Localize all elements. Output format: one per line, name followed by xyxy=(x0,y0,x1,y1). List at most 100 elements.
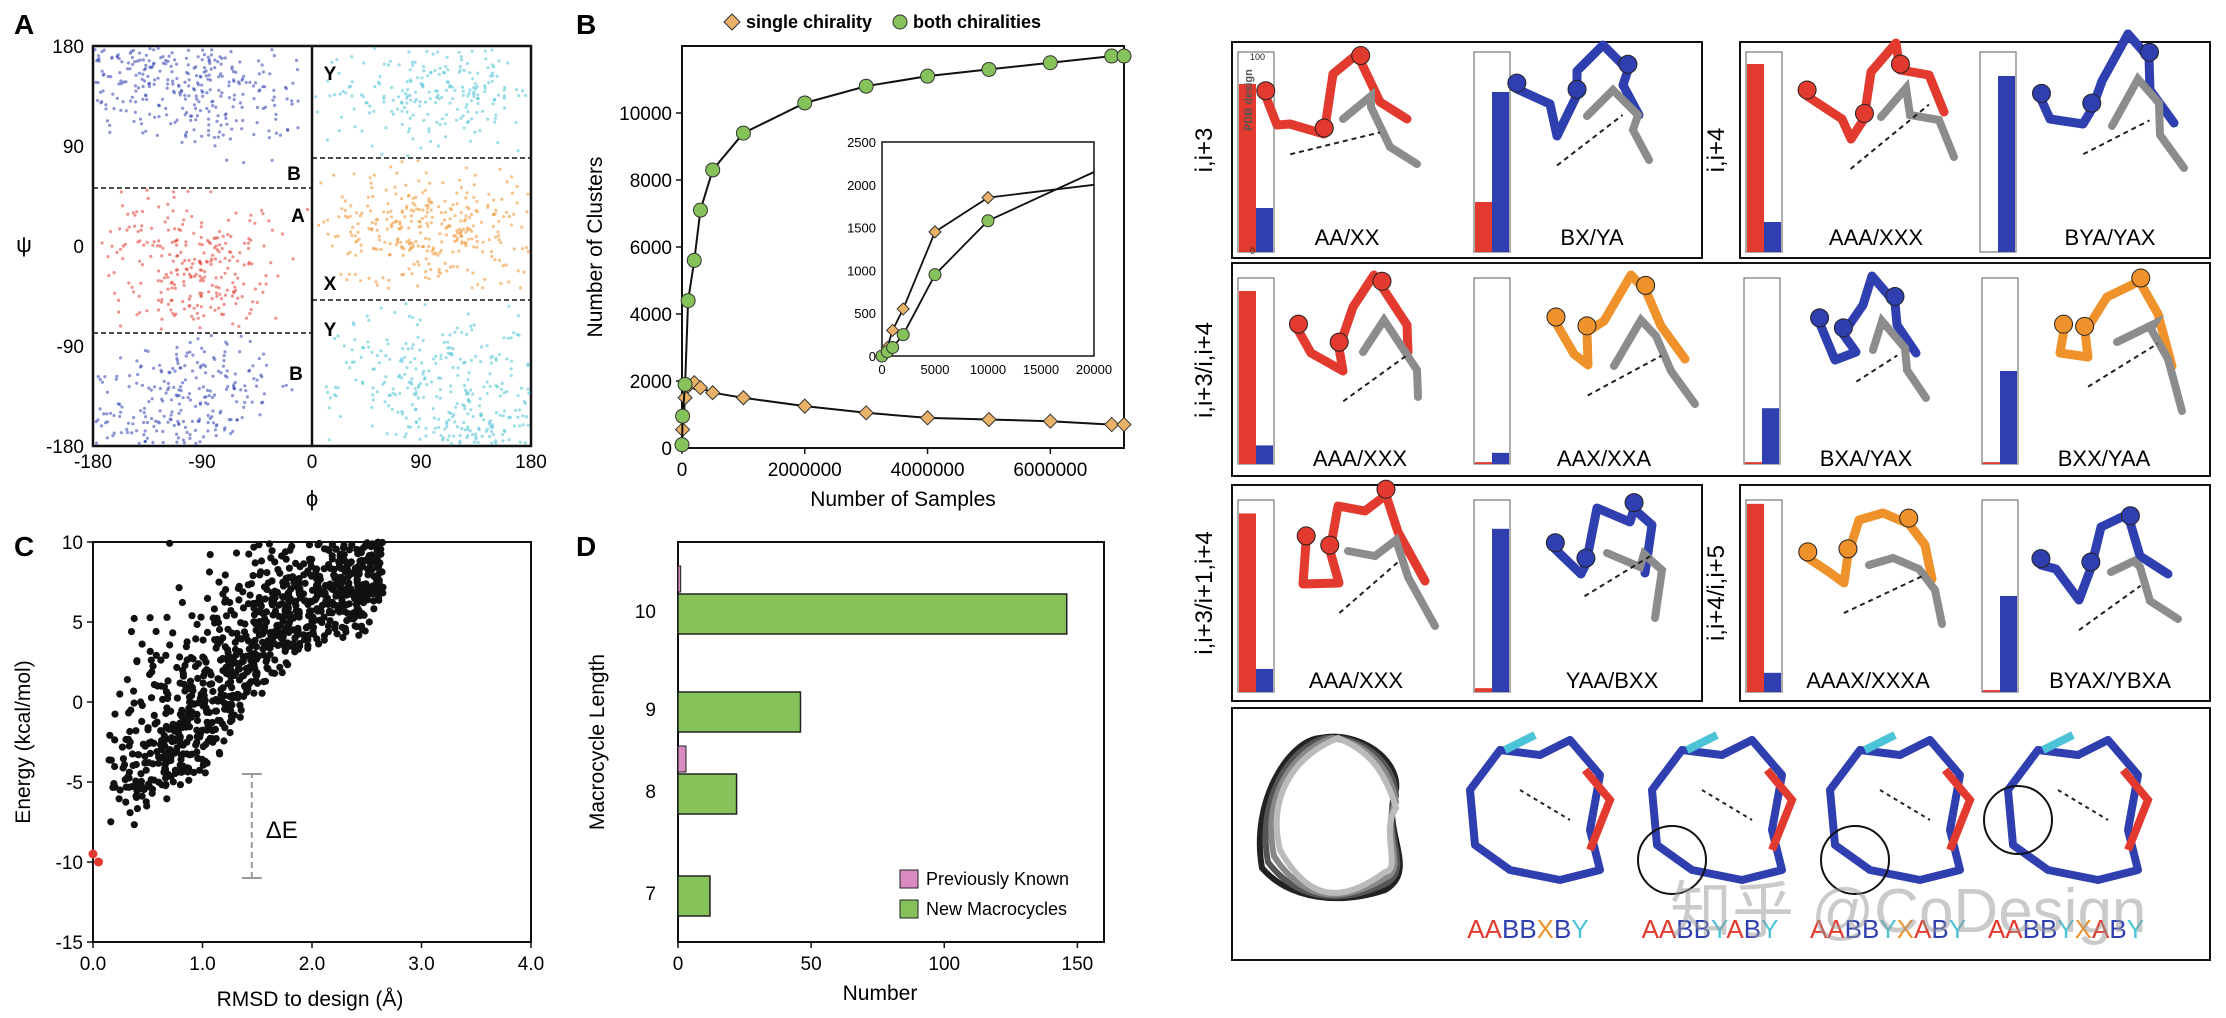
ramachandran-point xyxy=(204,74,208,78)
ramachandran-point xyxy=(453,330,457,334)
ramachandran-point xyxy=(121,100,125,104)
c-decoy-point xyxy=(227,707,235,715)
ramachandran-point xyxy=(95,441,99,445)
c-decoy-point xyxy=(166,641,174,649)
ramachandran-point xyxy=(419,82,423,86)
ramachandran-point xyxy=(198,268,202,272)
ramachandran-point xyxy=(213,257,217,261)
ramachandran-point xyxy=(509,373,513,378)
ramachandran-point xyxy=(406,130,411,134)
ramachandran-point xyxy=(212,236,216,240)
ramachandran-point xyxy=(93,48,97,52)
c-decoy-point xyxy=(240,692,248,701)
c-decoy-point xyxy=(130,614,138,623)
ramachandran-point xyxy=(159,279,164,283)
ramachandran-point xyxy=(377,234,381,238)
ramachandran-point xyxy=(474,437,478,441)
ramachandran-point xyxy=(456,231,460,235)
b-xtick-label: 4000000 xyxy=(891,460,965,481)
ramachandran-point xyxy=(419,231,423,235)
ramachandran-point xyxy=(125,228,129,232)
ramachandran-point xyxy=(273,103,277,107)
ramachandran-point xyxy=(424,434,428,438)
ramachandran-point xyxy=(118,402,122,406)
ramachandran-point xyxy=(471,224,476,228)
backbone-stick xyxy=(2036,511,2173,605)
ramachandran-point xyxy=(156,308,160,312)
motif-label-aa-xx: AA/XX xyxy=(1315,225,1380,250)
c-decoy-point xyxy=(278,669,286,677)
ramachandran-point xyxy=(463,241,467,245)
ramachandran-point xyxy=(445,422,449,426)
c-decoy-point xyxy=(122,735,130,744)
a-xtick-0: -180 xyxy=(74,452,112,473)
ramachandran-point xyxy=(236,296,240,300)
ramachandran-point xyxy=(367,111,372,115)
c-ytick-label: 5 xyxy=(72,613,83,634)
ramachandran-point xyxy=(353,272,357,277)
legend-new-swatch xyxy=(899,899,919,919)
c-decoy-point xyxy=(330,571,338,579)
ramachandran-point xyxy=(215,294,219,298)
ramachandran-point xyxy=(455,202,459,206)
ramachandran-point xyxy=(526,250,530,254)
ramachandran-point xyxy=(488,422,492,426)
macrocycle-red-residue xyxy=(1581,767,1615,852)
c-decoy-point xyxy=(301,579,309,587)
ramachandran-point xyxy=(197,100,201,104)
ramachandran-point xyxy=(144,66,148,71)
ramachandran-point xyxy=(430,249,434,253)
ramachandran-point xyxy=(193,140,197,144)
d-xtick-label: 50 xyxy=(801,954,822,975)
ramachandran-point xyxy=(408,127,412,131)
ramachandran-point xyxy=(378,74,382,79)
atom-ball xyxy=(2082,93,2102,113)
ramachandran-point xyxy=(437,72,441,76)
c-decoy-point xyxy=(301,597,309,605)
ramachandran-point xyxy=(443,210,448,214)
ramachandran-point xyxy=(133,84,137,88)
ramachandran-point xyxy=(385,227,389,231)
ramachandran-point xyxy=(218,130,222,134)
ramachandran-point xyxy=(240,416,244,420)
pdb-bar xyxy=(1475,202,1492,252)
ramachandran-point xyxy=(394,192,398,196)
ramachandran-point xyxy=(158,363,162,367)
c-decoy-point xyxy=(199,743,207,751)
hbond-line xyxy=(1584,554,1653,598)
ramachandran-point xyxy=(120,60,124,64)
ramachandran-point xyxy=(278,133,282,137)
ramachandran-point xyxy=(400,160,404,164)
ramachandran-point xyxy=(451,415,455,419)
ramachandran-point xyxy=(394,219,398,223)
ramachandran-point xyxy=(247,369,251,373)
ramachandran-point xyxy=(400,409,404,414)
backbone-stick xyxy=(1293,270,1413,376)
ramachandran-point xyxy=(350,94,354,98)
ramachandran-point xyxy=(453,239,457,243)
ramachandran-point xyxy=(493,258,497,262)
ramachandran-point xyxy=(253,221,257,225)
c-decoy-point xyxy=(261,595,269,603)
ramachandran-point xyxy=(118,71,122,75)
c-decoy-point xyxy=(188,612,196,620)
ramachandran-point xyxy=(205,106,209,111)
ramachandran-point xyxy=(213,308,217,312)
ramachandran-point xyxy=(152,82,156,86)
ramachandran-point xyxy=(472,95,476,99)
ramachandran-point xyxy=(417,208,421,212)
ramachandran-point xyxy=(349,230,353,234)
ramachandran-point xyxy=(461,89,465,93)
ramachandran-point xyxy=(134,73,138,77)
ramachandran-point xyxy=(461,93,465,97)
ramachandran-point xyxy=(162,379,166,383)
c-decoy-point xyxy=(210,605,218,613)
ramachandran-point xyxy=(264,363,269,367)
ramachandran-point xyxy=(156,244,160,248)
ramachandran-point xyxy=(370,405,374,410)
ramachandran-point xyxy=(402,247,406,251)
ramachandran-point xyxy=(169,298,173,302)
ramachandran-point xyxy=(459,219,463,223)
c-decoy-point xyxy=(308,616,316,625)
row-label-i3i4: i,i+3/i,i+4 xyxy=(1191,322,1218,418)
